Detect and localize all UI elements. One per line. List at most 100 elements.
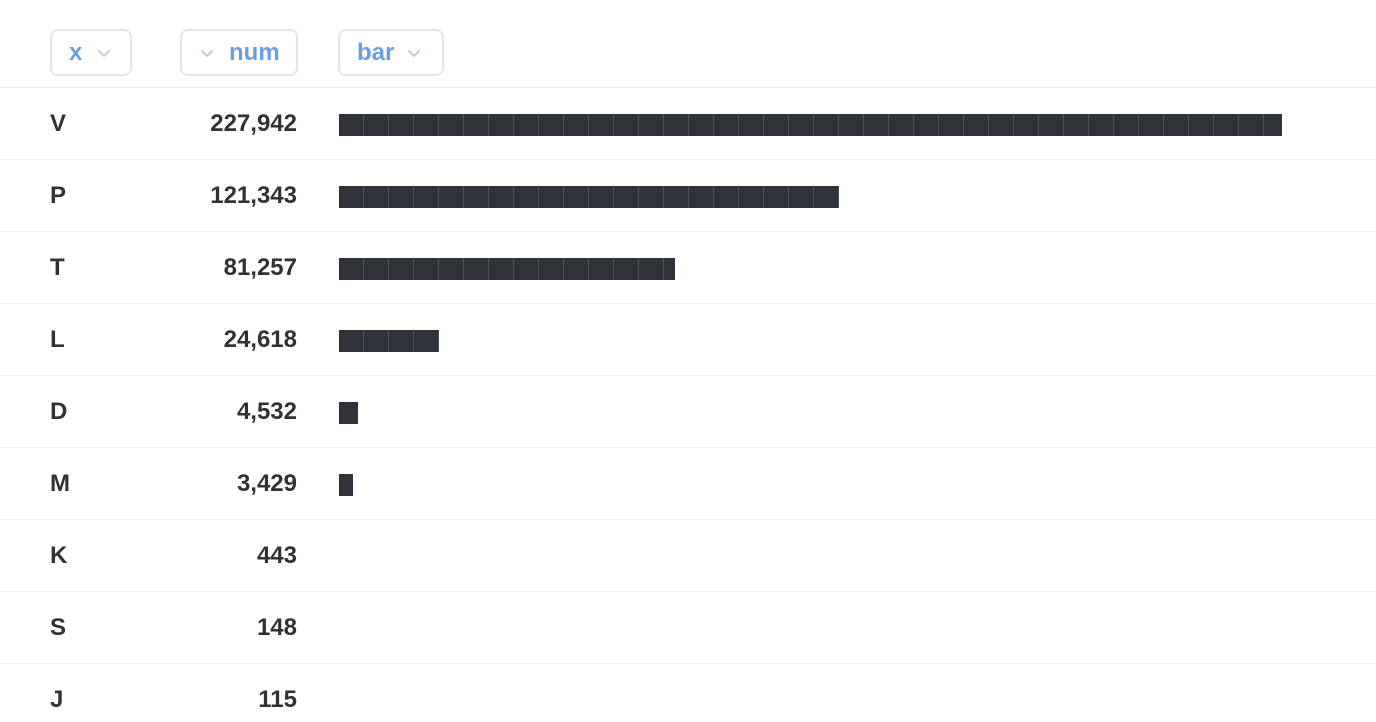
bar-block — [439, 186, 464, 208]
cell-num: 3,429 — [236, 470, 297, 497]
bar-block — [489, 258, 514, 280]
cell-bar — [339, 402, 358, 424]
bar-block — [564, 114, 589, 136]
bar-block — [789, 186, 814, 208]
bar-block — [639, 114, 664, 136]
bar-block — [1114, 114, 1139, 136]
bar-block — [1139, 114, 1164, 136]
cell-x: L — [50, 326, 65, 353]
cell-num: 443 — [256, 542, 297, 569]
cell-num: 4,532 — [236, 398, 297, 425]
bar-block — [1239, 114, 1264, 136]
bar-block — [689, 114, 714, 136]
bar-block — [639, 258, 664, 280]
bar-block — [464, 114, 489, 136]
cell-num: 121,343 — [210, 182, 297, 209]
cell-num: 227,942 — [210, 110, 297, 137]
chevron-down-icon — [199, 45, 215, 61]
bar-block — [739, 186, 764, 208]
cell-num: 115 — [258, 686, 297, 713]
bar-block — [414, 258, 439, 280]
table-row: V 227,942 — [0, 88, 1376, 160]
bar-block — [714, 186, 739, 208]
bar-block — [664, 258, 675, 280]
cell-x: P — [50, 182, 67, 209]
bar-block — [1264, 114, 1282, 136]
cell-x: S — [50, 614, 67, 641]
cell-x: M — [50, 470, 70, 497]
bar-block — [589, 114, 614, 136]
bar-block — [414, 114, 439, 136]
bar-block — [1064, 114, 1089, 136]
bar-block — [1039, 114, 1064, 136]
bar-block — [439, 258, 464, 280]
cell-bar — [339, 330, 439, 352]
bar-block — [339, 258, 364, 280]
bar-block — [1164, 114, 1189, 136]
table-row: K 443 — [0, 520, 1376, 592]
bar-block — [914, 114, 939, 136]
bar-block — [489, 114, 514, 136]
cell-num: 24,618 — [223, 326, 297, 353]
bar-block — [339, 474, 353, 496]
bar-block — [389, 330, 414, 352]
table-row: D 4,532 — [0, 376, 1376, 448]
column-header-x[interactable]: x — [50, 29, 132, 76]
bar-block — [339, 402, 358, 424]
table-row: M 3,429 — [0, 448, 1376, 520]
bar-block — [589, 258, 614, 280]
bar-block — [614, 186, 639, 208]
bar-block — [864, 114, 889, 136]
bar-block — [364, 186, 389, 208]
bar-block — [564, 258, 589, 280]
bar-block — [339, 186, 364, 208]
cell-x: V — [50, 110, 67, 137]
table-row: J 115 — [0, 664, 1376, 722]
bar-block — [939, 114, 964, 136]
bar-block — [539, 114, 564, 136]
column-header-num-label: num — [229, 38, 280, 66]
bar-block — [364, 330, 389, 352]
bar-block — [464, 258, 489, 280]
bar-block — [1014, 114, 1039, 136]
bar-block — [564, 186, 589, 208]
table-row: S 148 — [0, 592, 1376, 664]
bar-block — [539, 186, 564, 208]
bar-block — [764, 114, 789, 136]
bar-block — [639, 186, 664, 208]
bar-block — [664, 114, 689, 136]
bar-block — [764, 186, 789, 208]
bar-block — [1214, 114, 1239, 136]
bar-block — [789, 114, 814, 136]
bar-block — [364, 258, 389, 280]
column-header-bar[interactable]: bar — [338, 29, 444, 76]
column-header-x-label: x — [69, 38, 83, 66]
bar-block — [614, 114, 639, 136]
cell-num: 81,257 — [223, 254, 297, 281]
cell-x: T — [50, 254, 65, 281]
bar-block — [364, 114, 389, 136]
table-row: L 24,618 — [0, 304, 1376, 376]
chevron-down-icon — [406, 45, 422, 61]
bar-block — [514, 186, 539, 208]
bar-block — [489, 186, 514, 208]
bar-block — [389, 258, 414, 280]
bar-block — [714, 114, 739, 136]
bar-block — [814, 114, 839, 136]
table-header: x num bar — [0, 0, 1376, 88]
bar-block — [389, 114, 414, 136]
bar-block — [539, 258, 564, 280]
column-header-num[interactable]: num — [180, 29, 298, 76]
cell-x: K — [50, 542, 68, 569]
bar-block — [689, 186, 714, 208]
cell-bar — [339, 258, 675, 280]
bar-block — [839, 114, 864, 136]
chevron-down-icon — [96, 45, 112, 61]
column-header-bar-label: bar — [357, 38, 395, 66]
table-row: P 121,343 — [0, 160, 1376, 232]
bar-block — [414, 186, 439, 208]
bar-block — [889, 114, 914, 136]
cell-x: J — [50, 686, 64, 713]
cell-x: D — [50, 398, 68, 425]
cell-bar — [339, 474, 353, 496]
